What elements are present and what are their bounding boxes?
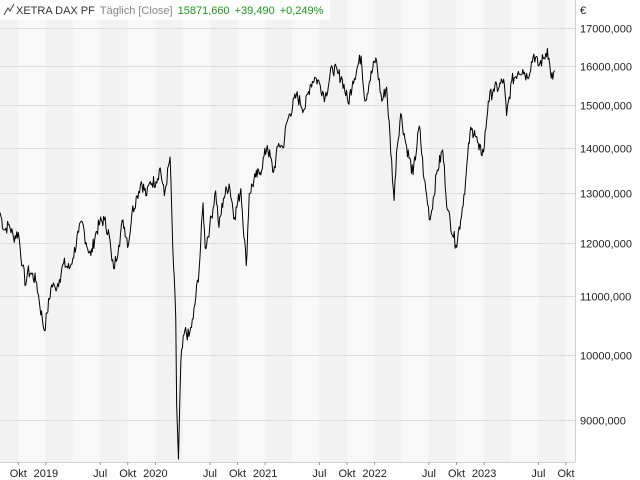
gridlines xyxy=(0,28,575,421)
quarter-band xyxy=(182,0,210,462)
quarter-band xyxy=(456,0,485,462)
x-tick-label: 2021 xyxy=(253,468,277,480)
y-tick-label: 11000,000 xyxy=(580,292,631,304)
quarter-band xyxy=(237,0,266,462)
quarter-band xyxy=(566,0,575,462)
y-tick-label: 12000,000 xyxy=(580,239,632,251)
quarter-band xyxy=(511,0,539,462)
x-tick-label: 2019 xyxy=(34,468,58,480)
series-layer xyxy=(0,48,556,460)
quarter-band xyxy=(347,0,375,462)
x-axis-ticks: Okt 2019 Jul Okt 2020 Jul Okt 2021 Jul Okt 2022 Jul… xyxy=(10,462,575,480)
quarter-band xyxy=(374,0,402,462)
y-tick-label: 13000,000 xyxy=(580,189,632,201)
x-tick-label: 2020 xyxy=(143,468,167,480)
y-tick-label: 15000,000 xyxy=(580,101,632,113)
y-tick-label: 14000,000 xyxy=(580,144,632,156)
x-tick-label: Okt xyxy=(448,468,465,480)
quarter-band xyxy=(265,0,293,462)
x-tick-label: Jul xyxy=(312,468,326,480)
instrument-name: XETRA DAX PF xyxy=(16,5,95,17)
x-tick-label: Jul xyxy=(203,468,217,480)
quarter-band xyxy=(72,0,101,462)
x-tick-label: Okt xyxy=(10,468,27,480)
quarter-band xyxy=(428,0,457,462)
quarter-band xyxy=(100,0,128,462)
quarter-band xyxy=(45,0,73,462)
quarter-band xyxy=(155,0,183,462)
x-tick-label: 2023 xyxy=(472,468,496,480)
currency-label: € xyxy=(580,5,586,17)
y-tick-label: 9000,000 xyxy=(580,416,626,428)
x-tick-label: 2022 xyxy=(362,468,386,480)
last-price: 15871,660 xyxy=(178,5,230,17)
y-axis-ticks: 9000,000 10000,000 11000,000 12000,000 13000… xyxy=(580,24,632,428)
quarter-band xyxy=(319,0,348,462)
y-tick-label: 17000,000 xyxy=(580,24,632,36)
x-tick-label: Okt xyxy=(119,468,136,480)
x-tick-label: Jul xyxy=(93,468,107,480)
plot-background-bands xyxy=(0,0,575,462)
header-text: XETRA DAX PF Täglich [Close] 15871,660 +39,… xyxy=(16,5,324,17)
y-tick-label: 10000,000 xyxy=(580,351,632,363)
x-tick-label: Jul xyxy=(422,468,436,480)
quarter-band xyxy=(292,0,320,462)
series-line xyxy=(0,48,556,460)
chart-header: XETRA DAX PF Täglich [Close] 15871,660 +39,… xyxy=(0,0,330,20)
quarter-band xyxy=(484,0,512,462)
quarter-band xyxy=(0,0,19,462)
y-tick-label: 16000,000 xyxy=(580,62,632,74)
x-tick-label: Okt xyxy=(557,468,574,480)
price-change: +39,490 xyxy=(235,5,275,17)
quarter-band xyxy=(127,0,156,462)
x-tick-label: Jul xyxy=(531,468,545,480)
quarter-band xyxy=(18,0,46,462)
quarter-band xyxy=(538,0,567,462)
quarter-band xyxy=(209,0,238,462)
x-tick-label: Okt xyxy=(229,468,246,480)
x-tick-label: Okt xyxy=(338,468,355,480)
header-background xyxy=(0,0,330,20)
quarter-band xyxy=(401,0,429,462)
period-label: Täglich [Close] xyxy=(100,5,173,17)
price-change-percent: +0,249% xyxy=(280,5,324,17)
line-chart-icon xyxy=(3,3,15,16)
